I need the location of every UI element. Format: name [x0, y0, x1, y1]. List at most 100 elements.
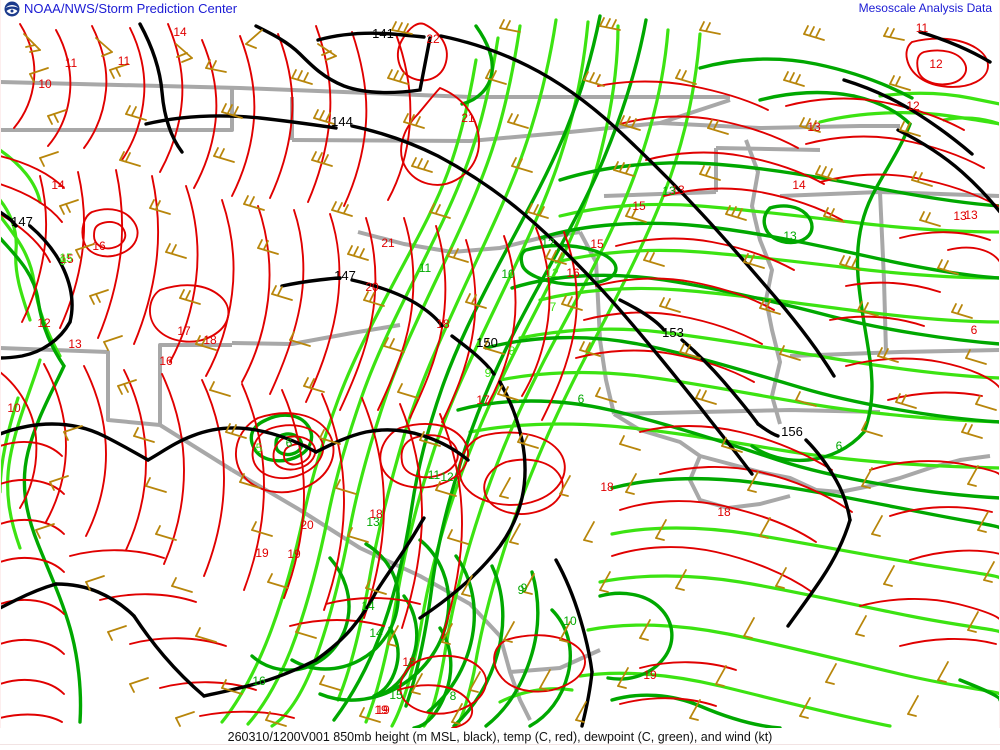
wind-barb: [679, 343, 701, 359]
contour-label: 9: [521, 581, 528, 595]
wind-barb: [149, 199, 171, 215]
wind-barb: [155, 525, 177, 541]
contour-label: 13: [964, 208, 978, 222]
wind-barb: [483, 339, 505, 355]
contour-label: 13: [807, 120, 821, 134]
contour-label: 13: [662, 184, 676, 198]
dataset-title[interactable]: Mesoscale Analysis Data: [858, 1, 992, 15]
wind-barb: [179, 289, 201, 305]
wind-barb: [799, 117, 821, 133]
wind-barb: [883, 565, 895, 587]
wind-barb: [239, 473, 261, 489]
wind-barb: [983, 561, 995, 583]
wind-barb: [243, 195, 265, 211]
frame-left: [0, 0, 1, 728]
wind-barb: [23, 33, 41, 53]
wind-barb: [129, 677, 149, 693]
contour-label: 6: [836, 439, 843, 453]
wind-barb: [559, 475, 571, 497]
wind-barb: [911, 171, 933, 187]
wind-barb: [435, 481, 457, 497]
wind-barb: [295, 623, 317, 639]
contour-label: 18: [436, 317, 450, 331]
wind-barb: [655, 519, 667, 541]
wind-barb: [815, 165, 837, 181]
wind-barb: [583, 521, 595, 543]
wind-barb: [779, 345, 801, 361]
wind-barb: [205, 59, 227, 73]
wind-barb: [639, 619, 651, 641]
wind-barb: [289, 331, 311, 347]
wind-barb: [387, 69, 409, 85]
contour-label: 153: [662, 325, 684, 340]
contour-label: 13: [68, 337, 82, 351]
wind-barb: [795, 391, 817, 407]
contour-label: 15: [590, 237, 604, 251]
wind-barb: [59, 199, 79, 215]
wind-barb: [271, 285, 293, 301]
wind-barb: [391, 21, 413, 35]
wind-barb: [937, 661, 949, 683]
map-canvas[interactable]: 141 144 147 147 150 153 156 10 11 11 14 22 21 11 12 12…: [0, 0, 1000, 728]
contour-label: 15: [60, 252, 74, 266]
contour-label: 13: [671, 183, 685, 197]
wind-barb: [499, 19, 521, 33]
contour-label: 18: [402, 655, 416, 669]
contour-label: 17: [476, 393, 490, 407]
wind-barb: [209, 381, 231, 397]
wind-barb: [857, 301, 879, 317]
wind-barb: [523, 573, 535, 595]
contour-label: 14: [173, 25, 187, 39]
wind-barb: [695, 389, 717, 405]
contour-label: 6: [578, 392, 585, 406]
wind-barb: [961, 423, 983, 439]
contour-label: 16: [252, 674, 266, 688]
wind-barb: [387, 625, 399, 647]
wind-barb: [119, 151, 141, 167]
wind-barb: [403, 113, 425, 129]
contour-label: 10: [501, 267, 515, 281]
wind-barb: [441, 623, 453, 645]
contour-label: 12: [929, 57, 943, 71]
contour-label: 144: [331, 114, 353, 129]
contour-label: 18: [717, 505, 731, 519]
wind-barb: [451, 703, 463, 725]
wind-barb: [63, 425, 83, 441]
contour-label: 156: [781, 424, 803, 439]
contour-label: 19: [376, 703, 390, 717]
contour-label: 13: [783, 229, 797, 243]
wind-barb: [303, 377, 325, 393]
wind-barb: [145, 477, 167, 493]
wind-barb: [725, 205, 747, 221]
wind-barb: [675, 69, 697, 85]
caption-divider: [0, 744, 1000, 745]
wind-barb: [617, 667, 629, 689]
contour-label: 10: [38, 77, 52, 91]
wind-barb: [625, 207, 647, 223]
wind-barb: [509, 523, 521, 545]
wind-barb: [895, 393, 917, 409]
wind-barb: [517, 433, 539, 449]
wind-barb: [419, 431, 441, 447]
contour-label: 150: [476, 335, 498, 350]
wind-barb: [747, 471, 759, 493]
contour-label: 7: [550, 300, 557, 314]
wind-barb: [937, 259, 959, 275]
wind-barb: [575, 701, 587, 723]
wind-barb: [49, 475, 69, 491]
contour-label: 21: [461, 111, 475, 125]
wind-barb: [365, 579, 387, 595]
wind-barb: [967, 611, 979, 633]
wind-barb: [561, 295, 583, 311]
contour-label: 9: [518, 583, 525, 597]
wind-barb: [861, 421, 883, 437]
wind-barb: [125, 105, 147, 121]
wind-barb: [359, 707, 381, 723]
contour-label: 14: [361, 599, 375, 613]
wind-barb: [595, 387, 617, 403]
wind-barb: [919, 211, 941, 227]
wind-barb: [599, 17, 621, 31]
wind-barb: [497, 385, 519, 401]
